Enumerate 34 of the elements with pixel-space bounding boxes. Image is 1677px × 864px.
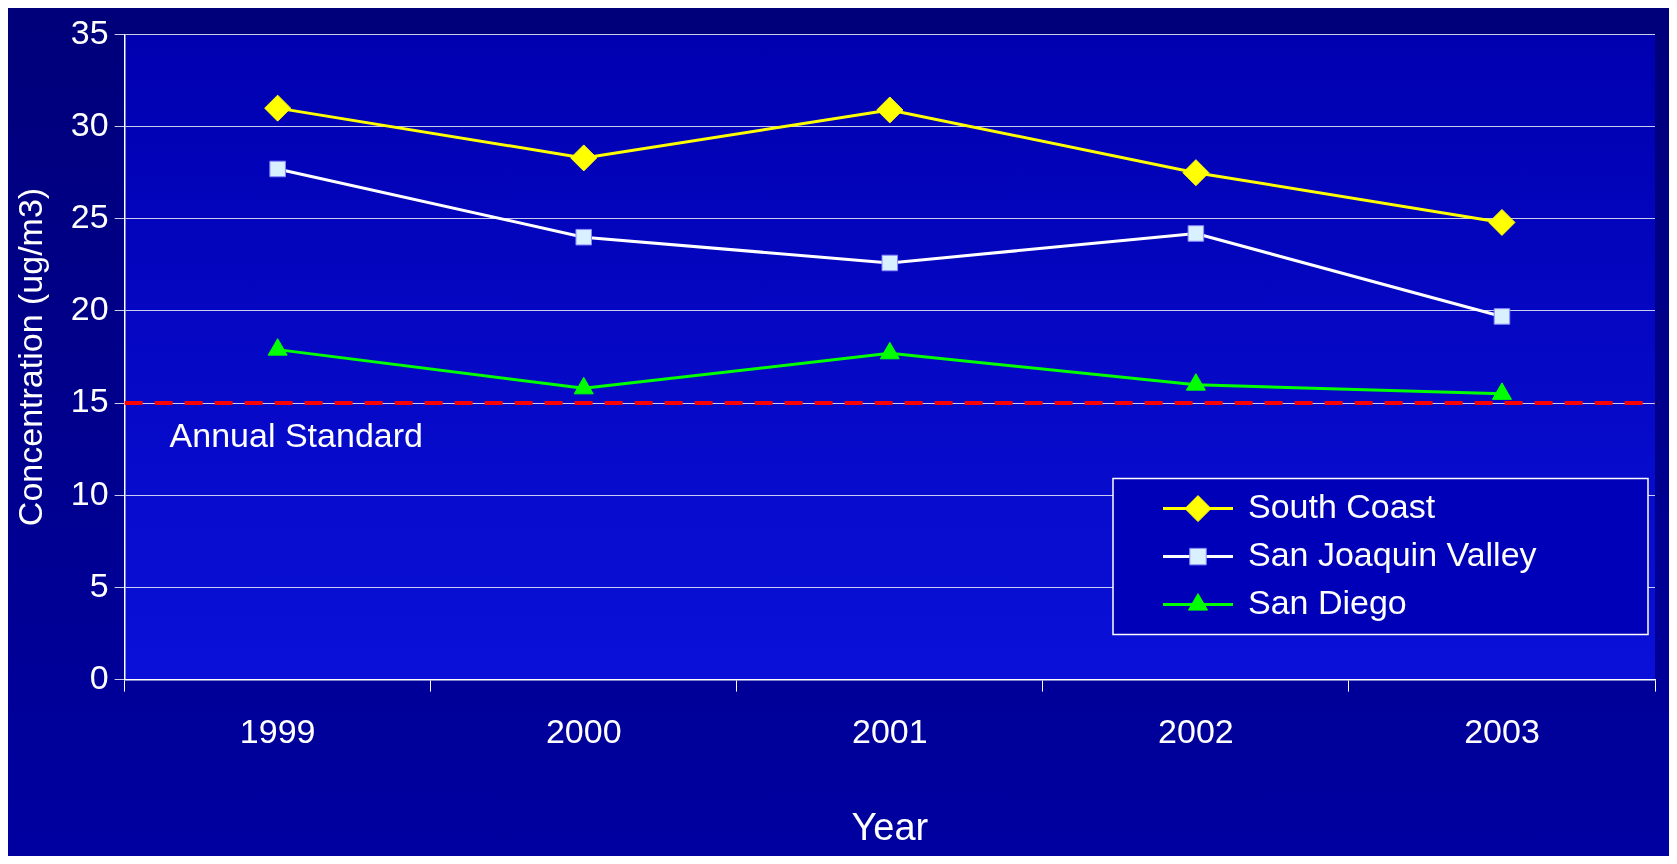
point [264, 94, 292, 122]
x-axis-title: Year [851, 805, 929, 848]
y-tick-label: 10 [70, 473, 109, 512]
point [269, 160, 286, 178]
x-tick-label: 2000 [545, 712, 622, 751]
point [575, 228, 593, 246]
point [1493, 308, 1511, 325]
point [573, 376, 594, 395]
point [876, 96, 904, 124]
y-tick-label: 15 [70, 381, 109, 420]
y-axis-title: Concentration (ug/m3) [10, 187, 49, 527]
point [1491, 382, 1512, 400]
point [1182, 159, 1210, 187]
point [267, 338, 288, 356]
y-tick-label: 0 [89, 657, 109, 696]
y-tick-label: 25 [70, 197, 109, 236]
point [1488, 208, 1516, 236]
y-tick-label: 20 [70, 289, 109, 328]
point [1187, 225, 1205, 242]
point [879, 341, 900, 360]
y-tick-label: 35 [70, 12, 109, 51]
legend-label: San Joaquin Valley [1248, 534, 1537, 573]
y-tick-label: 30 [70, 104, 109, 143]
x-tick-label: 2003 [1464, 712, 1540, 751]
legend-label: South Coast [1248, 486, 1436, 525]
legend-label: San Diego [1248, 582, 1407, 621]
point [570, 144, 598, 172]
point [881, 254, 899, 272]
x-tick-label: 2001 [851, 712, 928, 751]
x-tick-label: 1999 [239, 712, 316, 751]
ref-line-label: Annual Standard [169, 416, 423, 455]
point [1185, 373, 1206, 391]
y-tick-label: 5 [89, 565, 109, 604]
x-tick-label: 2002 [1158, 712, 1234, 751]
